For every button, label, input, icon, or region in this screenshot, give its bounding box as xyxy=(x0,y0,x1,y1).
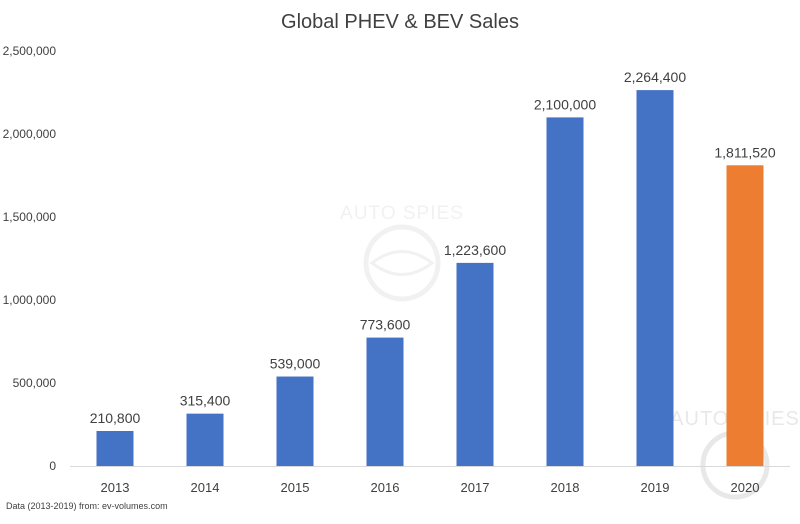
y-tick-label: 2,000,000 xyxy=(3,127,57,141)
y-tick-label: 0 xyxy=(49,459,56,473)
x-tick-label-2018: 2018 xyxy=(551,480,580,495)
data-label-2013: 210,800 xyxy=(90,410,141,426)
data-label-2017: 1,223,600 xyxy=(444,242,506,258)
data-labels: 210,800 315,400 539,000 773,600 1,223,600 2,1… xyxy=(90,69,776,426)
x-tick-label-2014: 2014 xyxy=(191,480,220,495)
x-tick-label-2017: 2017 xyxy=(461,480,490,495)
x-tick-label-2020: 2020 xyxy=(731,480,760,495)
data-label-2014: 315,400 xyxy=(180,393,231,409)
x-tick-label-2013: 2013 xyxy=(101,480,130,495)
chart-title: Global PHEV & BEV Sales xyxy=(281,11,519,33)
y-tick-label: 2,500,000 xyxy=(3,44,57,58)
bar-2019 xyxy=(636,90,674,467)
x-tick-label-2019: 2019 xyxy=(641,480,670,495)
x-tick-labels: 2013 2014 2015 2016 2017 2018 2019 2020 xyxy=(101,480,760,495)
data-label-2019: 2,264,400 xyxy=(624,69,686,85)
data-label-2020: 1,811,520 xyxy=(714,144,775,160)
watermark-logo-center: AUTO SPIES xyxy=(340,203,464,302)
y-tick-label: 500,000 xyxy=(13,376,57,390)
data-label-2016: 773,600 xyxy=(360,317,411,333)
data-label-2018: 2,100,000 xyxy=(534,96,596,112)
bar-2020 xyxy=(726,165,764,467)
x-tick-label-2016: 2016 xyxy=(371,480,400,495)
bar-2015 xyxy=(276,376,314,466)
y-tick-label: 1,500,000 xyxy=(3,210,57,224)
bar-2014 xyxy=(186,413,224,466)
bar-series xyxy=(96,90,764,467)
globe-band-icon xyxy=(369,250,435,276)
source-note: Data (2013-2019) from: ev-volumes.com xyxy=(6,501,168,511)
bar-2017 xyxy=(456,262,494,466)
y-tick-label: 1,000,000 xyxy=(3,293,57,307)
globe-icon xyxy=(363,224,441,302)
watermark-text: AUTO SPIES xyxy=(340,203,464,224)
bar-2018 xyxy=(546,117,584,467)
bar-2013 xyxy=(96,431,134,466)
bar-2016 xyxy=(366,337,404,466)
data-label-2015: 539,000 xyxy=(270,356,321,372)
y-axis: 0 500,000 1,000,000 1,500,000 2,000,000 2,500… xyxy=(3,44,57,473)
x-tick-label-2015: 2015 xyxy=(281,480,310,495)
